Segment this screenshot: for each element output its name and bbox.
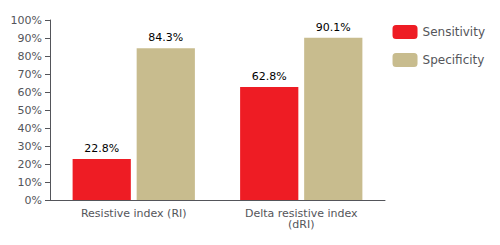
svg-text:60%: 60% xyxy=(18,86,42,99)
svg-text:70%: 70% xyxy=(18,68,42,81)
svg-text:80%: 80% xyxy=(18,50,42,63)
svg-text:84.3%: 84.3% xyxy=(148,31,183,44)
svg-text:30%: 30% xyxy=(18,140,42,153)
svg-text:Resistive index (RI): Resistive index (RI) xyxy=(81,207,187,220)
svg-text:(dRI): (dRI) xyxy=(288,218,314,231)
svg-text:90.1%: 90.1% xyxy=(316,21,351,34)
svg-text:40%: 40% xyxy=(18,122,42,135)
svg-text:Delta resistive index: Delta resistive index xyxy=(244,207,358,220)
svg-text:50%: 50% xyxy=(18,104,42,117)
svg-text:100%: 100% xyxy=(11,14,42,27)
svg-text:20%: 20% xyxy=(18,158,42,171)
svg-text:Sensitivity: Sensitivity xyxy=(423,25,485,39)
svg-text:22.8%: 22.8% xyxy=(84,142,119,155)
svg-text:62.8%: 62.8% xyxy=(252,70,287,83)
svg-text:90%: 90% xyxy=(18,32,42,45)
svg-text:10%: 10% xyxy=(18,176,42,189)
svg-text:0%: 0% xyxy=(25,194,42,207)
svg-text:Specificity: Specificity xyxy=(423,53,485,67)
